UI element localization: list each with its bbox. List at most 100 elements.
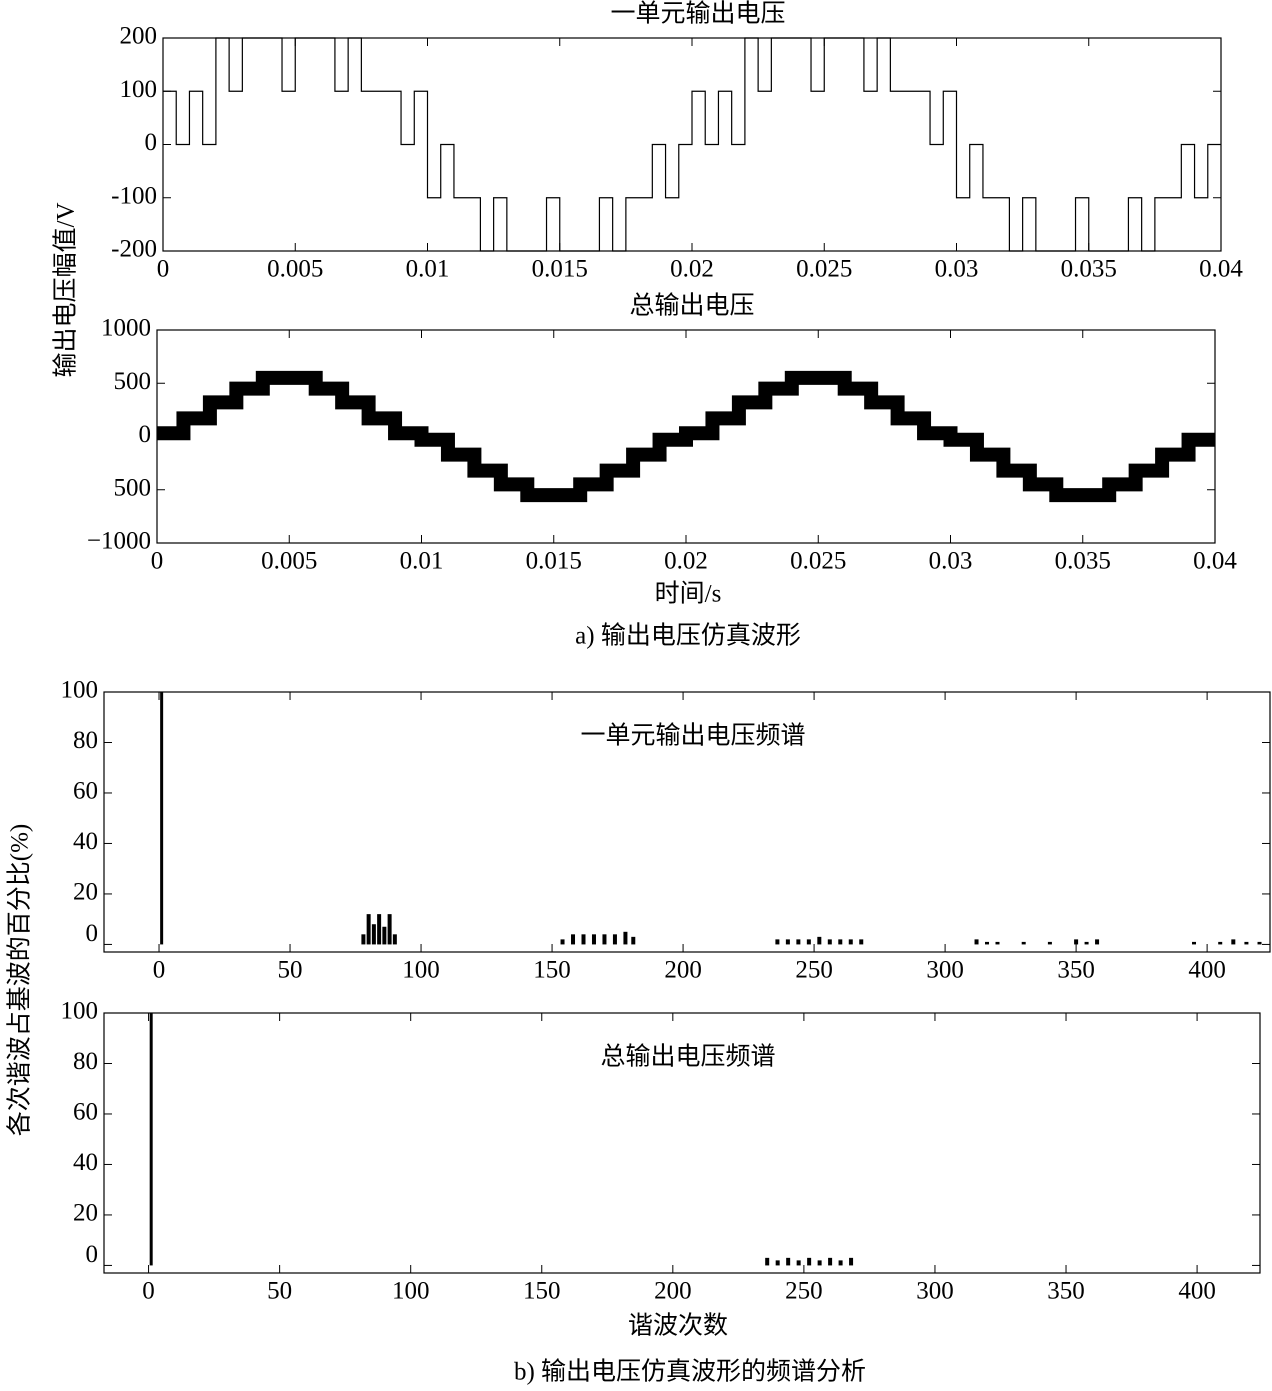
y-tick-label: 0 (145, 129, 158, 156)
bar (1257, 941, 1262, 945)
x-tick-label: 0 (157, 256, 170, 283)
bar (827, 939, 832, 945)
x-tick-label: 300 (916, 1278, 954, 1305)
y-tick-label: 40 (73, 1149, 98, 1176)
bar (560, 939, 565, 945)
bar (828, 1257, 833, 1266)
y-tick-label: 20 (73, 1200, 98, 1227)
bar (765, 1257, 770, 1266)
bar (149, 1013, 153, 1266)
bar (849, 1257, 854, 1266)
caption: a) 输出电压仿真波形 (575, 622, 801, 650)
bar (1021, 941, 1026, 945)
chart-title: 一单元输出电压 (610, 0, 785, 28)
x-tick-label: 50 (278, 957, 303, 984)
x-tick-label: 0 (142, 1278, 155, 1305)
y-tick-label: 80 (73, 727, 98, 754)
y-tick-label: 100 (61, 677, 99, 704)
bar (817, 936, 822, 945)
chart-title: 总输出电压 (629, 292, 754, 320)
x-tick-label: 150 (533, 957, 571, 984)
x-tick-label: 0.015 (532, 256, 588, 283)
y-tick-label: 100 (120, 76, 158, 103)
caption: b) 输出电压仿真波形的频谱分析 (514, 1358, 866, 1386)
x-tick-label: 400 (1188, 957, 1226, 984)
x-tick-label: 250 (785, 1278, 823, 1305)
x-tick-label: 0.03 (935, 256, 979, 283)
bar (1218, 941, 1223, 945)
x-tick-label: 0.005 (261, 548, 317, 575)
bar (1047, 941, 1052, 945)
x-tick-label: 50 (267, 1278, 292, 1305)
x-tick-label: 0.03 (929, 548, 973, 575)
y-axis-label: 各次谐波占基波的百分比(%) (6, 824, 34, 1136)
bar (571, 934, 576, 945)
bar (848, 939, 853, 945)
y-axis-label: 输出电压幅值/V (52, 202, 80, 377)
y-tick-label: 1000 (101, 315, 151, 342)
y-tick-label: -100 (111, 182, 157, 209)
x-tick-label: 0 (153, 957, 166, 984)
x-tick-label: 0.04 (1193, 548, 1237, 575)
bar (377, 914, 382, 945)
bar (817, 1260, 822, 1266)
bar (859, 939, 864, 945)
x-tick-label: 0.005 (267, 256, 323, 283)
y-tick-label: -200 (111, 236, 157, 263)
bar (786, 1257, 791, 1266)
bar (796, 1260, 801, 1266)
x-axis-label: 时间/s (655, 580, 722, 608)
x-tick-label: 0.02 (670, 256, 714, 283)
y-tick-label: 200 (120, 23, 158, 50)
y-tick-label: 80 (73, 1048, 98, 1075)
x-tick-label: 100 (402, 957, 440, 984)
x-axis-label: 谐波次数 (628, 1312, 728, 1340)
x-tick-label: 350 (1047, 1278, 1085, 1305)
bar (371, 924, 376, 945)
bar (807, 1257, 812, 1266)
x-tick-label: 0.015 (526, 548, 582, 575)
x-tick-label: 250 (795, 957, 833, 984)
y-tick-label: 60 (73, 778, 98, 805)
x-tick-label: 0.025 (796, 256, 852, 283)
bar (806, 939, 811, 945)
x-tick-label: 0.01 (406, 256, 450, 283)
bar (623, 931, 628, 945)
bar (995, 941, 1000, 945)
chart-title: 总输出电压频谱 (600, 1043, 775, 1071)
bar (160, 692, 164, 945)
chart-title: 一单元输出电压频谱 (580, 722, 805, 750)
bar (387, 914, 392, 945)
bar (392, 934, 397, 945)
y-tick-label: 500 (114, 474, 152, 501)
bar (1244, 941, 1249, 945)
x-tick-label: 0.04 (1199, 256, 1243, 283)
bar (382, 926, 387, 945)
x-tick-label: 0.02 (664, 548, 708, 575)
bar (985, 941, 990, 945)
y-tick-label: 60 (73, 1099, 98, 1126)
bar (581, 934, 586, 945)
x-tick-label: 150 (523, 1278, 561, 1305)
bar (1074, 939, 1079, 945)
bar (838, 1260, 843, 1266)
y-tick-label: 500 (114, 368, 152, 395)
bar (796, 939, 801, 945)
x-tick-label: 0 (151, 548, 164, 575)
x-tick-label: 0.025 (790, 548, 846, 575)
x-tick-label: 0.035 (1055, 548, 1111, 575)
bar (974, 939, 979, 945)
bar (1192, 941, 1197, 945)
plot-frame (103, 1012, 1261, 1274)
bar (361, 934, 366, 945)
bar (775, 939, 780, 945)
bar (775, 1260, 780, 1266)
x-tick-label: 350 (1057, 957, 1095, 984)
y-tick-label: 100 (61, 998, 99, 1025)
x-tick-label: 100 (392, 1278, 430, 1305)
y-tick-label: 0 (86, 1241, 99, 1268)
y-tick-label: 0 (86, 920, 99, 947)
bar (366, 914, 371, 945)
